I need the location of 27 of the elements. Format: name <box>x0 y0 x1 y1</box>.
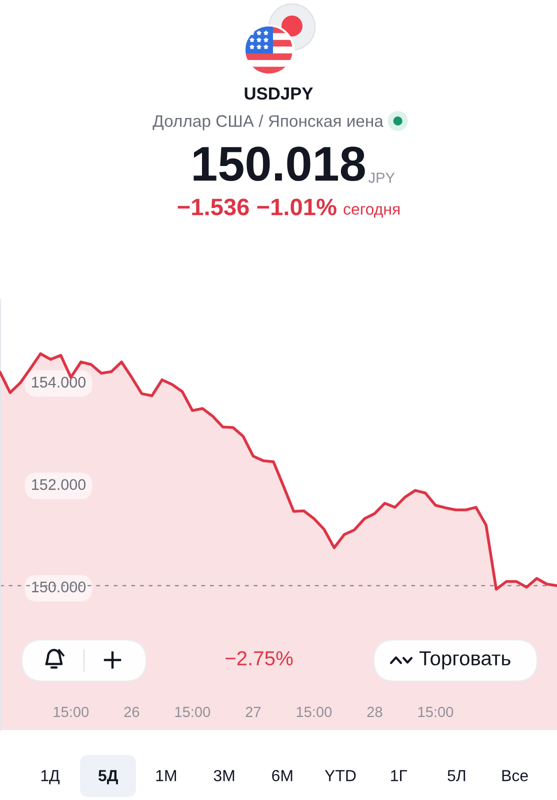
x-tick-label: 28 <box>367 706 382 718</box>
text: 5Д <box>98 770 118 784</box>
text: JPY <box>368 172 395 183</box>
x-tick-label: 15:00 <box>296 706 332 718</box>
annotation: Торговать <box>419 651 510 670</box>
text: 150.018 <box>194 146 365 182</box>
y-tick-label: 150.000 <box>32 582 86 592</box>
x-tick-label: 15:00 <box>175 706 210 718</box>
text: 1Г <box>391 770 408 782</box>
text: 1М <box>156 770 176 782</box>
text: −1.536 −1.01% <box>178 198 336 216</box>
y-tick-label: 152.000 <box>32 479 86 490</box>
text: 6М <box>272 770 292 782</box>
chart-subtitle: Доллар США / Японская иена <box>152 114 384 130</box>
text: Все <box>502 770 528 782</box>
text: 1Д <box>41 770 60 784</box>
chart-title: USDJPY <box>244 87 313 100</box>
x-tick-label: 26 <box>124 706 140 718</box>
text: 5Л <box>448 770 466 782</box>
text: YTD <box>324 770 356 782</box>
text: 3М <box>214 770 234 782</box>
y-tick-label: 154.000 <box>32 376 86 388</box>
x-tick-label: 15:00 <box>54 706 89 718</box>
x-tick-label: 27 <box>246 706 261 717</box>
x-tick-label: 15:00 <box>418 706 454 718</box>
text: сегодня <box>344 206 400 218</box>
annotation: −2.75% <box>226 651 293 666</box>
